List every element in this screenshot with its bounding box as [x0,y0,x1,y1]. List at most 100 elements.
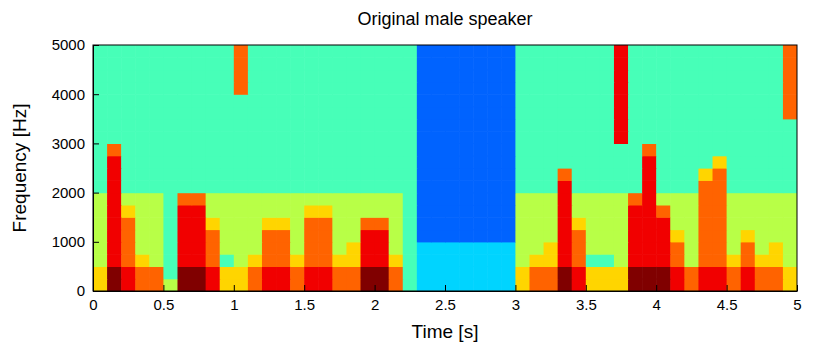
heatmap-cell [515,242,530,255]
heatmap-cell [206,119,221,132]
y-tick-mark [93,193,99,194]
heatmap-cell [276,193,291,206]
heatmap-cell [684,143,699,156]
heatmap-cell [445,94,460,107]
heatmap-cell [459,205,474,218]
heatmap-cell [346,107,361,120]
heatmap-cell [558,217,573,230]
heatmap-cell [741,193,756,206]
heatmap-cell [248,107,263,120]
heatmap-cell [361,193,376,206]
heatmap-cell [375,82,390,95]
heatmap-cell [727,82,742,95]
heatmap-cell [389,82,404,95]
heatmap-cell [487,254,502,267]
heatmap-cell [417,254,432,267]
x-tick-mark [304,285,305,291]
heatmap-cell [459,279,474,291]
heatmap-cell [248,45,263,58]
heatmap-cell [515,279,530,291]
heatmap-cell [670,119,685,132]
heatmap-cell [698,45,713,58]
heatmap-cell [304,94,319,107]
heatmap-cell [177,193,192,206]
heatmap-cell [755,180,770,193]
heatmap-cell [290,266,305,279]
heatmap-cell [544,217,559,230]
heatmap-cell [487,156,502,169]
heatmap-cell [586,82,601,95]
heatmap-cell [262,279,277,291]
heatmap-cell [670,205,685,218]
heatmap-cell [656,82,671,95]
heatmap-cell [515,131,530,144]
heatmap-cell [346,45,361,58]
heatmap-cell [234,70,249,83]
heatmap-cell [121,254,136,267]
heatmap-cell [346,143,361,156]
heatmap-cell [487,242,502,255]
heatmap-cell [487,230,502,243]
heatmap-cell [572,168,587,181]
heatmap-cell [403,82,418,95]
heatmap-cell [656,156,671,169]
heatmap-cell [572,193,587,206]
heatmap-cell [417,205,432,218]
heatmap-cell [783,168,797,181]
heatmap-cell [431,193,446,206]
heatmap-cell [304,242,319,255]
heatmap-cell [769,279,784,291]
heatmap-cell [149,156,164,169]
heatmap-cell [586,70,601,83]
heatmap-cell [741,94,756,107]
heatmap-cell [389,242,404,255]
heatmap-cell [586,168,601,181]
x-tick-label: 3 [512,296,520,313]
heatmap-cell [459,230,474,243]
heatmap-cell [783,254,797,267]
heatmap-cell [572,143,587,156]
heatmap-cell [248,57,263,70]
heatmap-cell [375,70,390,83]
heatmap-cell [192,156,207,169]
heatmap-cell [656,279,671,291]
heatmap-cell [177,266,192,279]
heatmap-cell [346,279,361,291]
y-tick: 4000 [52,86,99,103]
heatmap-cell [558,266,573,279]
heatmap-cell [600,107,615,120]
heatmap-cell [121,119,136,132]
heatmap-cell [473,266,488,279]
heatmap-cell [121,57,136,70]
heatmap-cell [558,193,573,206]
heatmap-cell [290,143,305,156]
x-tick-mark [375,285,376,291]
heatmap-cell [332,82,347,95]
heatmap-cell [628,131,643,144]
heatmap-cell [149,57,164,70]
heatmap-cell [93,143,108,156]
heatmap-cell [403,168,418,181]
heatmap-cell [361,254,376,267]
heatmap-cell [135,94,150,107]
heatmap-cell [248,119,263,132]
heatmap-cell [93,168,108,181]
heatmap-cell [698,143,713,156]
heatmap-cell [741,143,756,156]
heatmap-cell [487,45,502,58]
heatmap-cell [642,205,657,218]
heatmap-cell [304,168,319,181]
heatmap-cell [487,193,502,206]
heatmap-cell [600,94,615,107]
heatmap-cell [135,45,150,58]
heatmap-cell [93,230,108,243]
heatmap-cell [558,131,573,144]
heatmap-cell [417,143,432,156]
heatmap-cell [684,279,699,291]
x-tick-label: 4 [653,296,661,313]
heatmap-cell [558,119,573,132]
x-tick-label: 2.5 [435,296,456,313]
heatmap-cell [473,156,488,169]
heatmap-cell [544,266,559,279]
heatmap-cell [431,242,446,255]
